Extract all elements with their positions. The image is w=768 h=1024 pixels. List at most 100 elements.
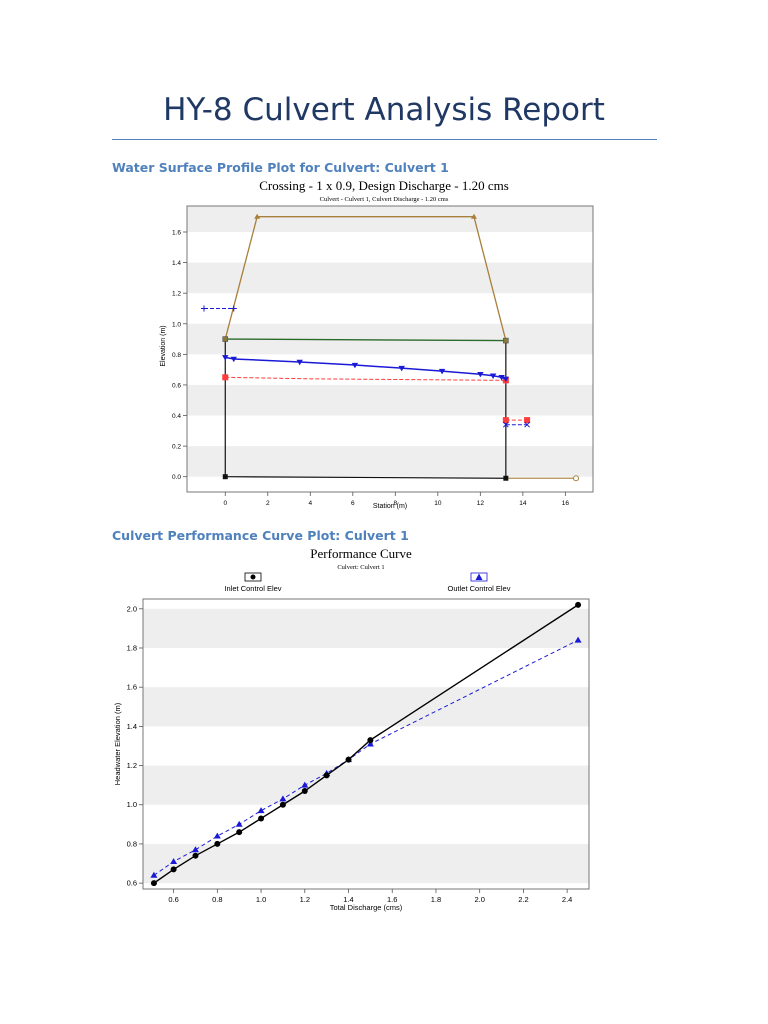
roadway-marker <box>470 213 477 219</box>
y-tick-label: 1.4 <box>172 260 181 267</box>
grid-band <box>187 262 593 294</box>
outlet-control-point <box>257 807 265 814</box>
y-tick-label: 0.8 <box>127 839 137 848</box>
legend-outlet-marker <box>475 573 483 580</box>
inlet-control-point <box>301 788 308 795</box>
water-surface-marker <box>230 356 237 363</box>
water-surface-marker <box>351 362 359 369</box>
y-tick-label: 2.0 <box>127 604 137 613</box>
headwater-marker <box>201 305 208 312</box>
y-tick-label: 0.2 <box>172 444 181 451</box>
outlet-control-point <box>235 820 243 827</box>
y-tick-label: 1.6 <box>172 230 181 237</box>
inlet-control-point <box>150 880 157 887</box>
water-surface-marker <box>296 359 303 366</box>
x-tick-label: 2.4 <box>562 895 572 904</box>
profile-chart-subtitle: Culvert - Culvert 1, Culvert Discharge -… <box>320 196 449 203</box>
culvert-invert-marker <box>222 474 228 480</box>
y-tick-label: 1.0 <box>172 321 181 328</box>
roadway-line <box>224 216 507 341</box>
x-tick-label: 1.8 <box>431 895 441 904</box>
report-title: HY-8 Culvert Analysis Report <box>163 92 605 128</box>
grid-band <box>143 687 589 727</box>
water-surface-line <box>225 356 507 380</box>
outlet-critical-marker <box>502 417 509 424</box>
water-surface-marker <box>477 371 484 378</box>
tailwater-marker <box>502 421 509 428</box>
roadway-marker <box>254 213 261 219</box>
water-surface-marker <box>498 375 505 381</box>
tailwater-marker <box>524 421 530 428</box>
water-surface-marker <box>222 355 229 361</box>
water-surface-profile-chart: Crossing - 1 x 0.9, Design Discharge - 1… <box>160 178 594 510</box>
outlet-control-line <box>153 639 579 876</box>
x-tick-label: 0.6 <box>168 895 178 904</box>
inlet-control-point <box>575 601 582 608</box>
culvert-crown-marker <box>503 337 509 344</box>
water-surface-marker <box>489 373 497 379</box>
x-tick-label: 4 <box>308 500 312 507</box>
x-tick-label: 6 <box>351 500 355 507</box>
y-tick-label: 0.4 <box>172 413 181 420</box>
inlet-control-point <box>192 852 199 859</box>
y-tick-label: 0.0 <box>172 474 181 481</box>
x-tick-label: 1.0 <box>256 895 266 904</box>
title-rule <box>112 139 657 140</box>
x-tick-label: 16 <box>562 500 570 507</box>
x-tick-label: 1.2 <box>300 895 310 904</box>
y-tick-label: 0.6 <box>127 879 137 888</box>
water-surface-marker <box>502 376 510 383</box>
grid-band <box>143 608 589 648</box>
culvert-crown-marker <box>222 336 229 342</box>
water-surface-marker <box>398 365 405 372</box>
outlet-control-point <box>574 636 582 643</box>
outlet-control-point <box>366 740 374 747</box>
performance-curve-chart: Performance Curve Culvert: Culvert 1 Inl… <box>113 546 590 912</box>
inlet-control-point <box>236 829 243 836</box>
x-tick-label: 14 <box>519 500 527 507</box>
x-tick-label: 8 <box>394 500 398 507</box>
outlet-control-point <box>170 858 178 865</box>
profile-section-heading: Water Surface Profile Plot for Culvert: … <box>112 160 449 175</box>
x-tick-label: 1.6 <box>387 895 397 904</box>
legend-inlet: Inlet Control Elev <box>224 572 282 593</box>
inlet-control-line <box>153 604 579 884</box>
grid-band <box>143 765 589 805</box>
outlet-control-point <box>191 846 199 853</box>
y-tick-label: 1.8 <box>127 643 137 652</box>
x-tick-label: 2.2 <box>518 895 528 904</box>
inlet-control-point <box>279 801 286 808</box>
outlet-control-point <box>279 795 287 802</box>
outlet-control-point <box>213 832 221 839</box>
performance-x-axis-label: Total Discharge (cms) <box>330 903 403 912</box>
performance-chart-title: Performance Curve <box>310 546 412 561</box>
y-tick-label: 0.8 <box>172 352 181 359</box>
outlet-critical-marker <box>524 417 531 424</box>
critical-depth-marker <box>222 374 229 381</box>
culvert-top-line <box>225 338 506 342</box>
downstream-channel-end-marker <box>572 475 579 482</box>
legend-outlet: Outlet Control Elev <box>448 572 511 593</box>
grid-band <box>187 446 593 477</box>
inlet-control-point <box>367 737 374 744</box>
inlet-control-point <box>258 815 265 822</box>
x-tick-label: 1.4 <box>343 895 353 904</box>
profile-plot-frame <box>186 205 594 493</box>
performance-chart-subtitle: Culvert: Culvert 1 <box>337 564 384 571</box>
grid-band <box>187 206 593 232</box>
legend-inlet-marker <box>250 574 256 580</box>
water-surface-marker <box>438 368 446 375</box>
grid-band <box>187 384 593 416</box>
outlet-control-point <box>301 781 309 788</box>
profile-x-axis-label: Station (m) <box>373 503 407 510</box>
inlet-control-point <box>214 840 221 847</box>
performance-y-axis-label: Headwater Elevation (m) <box>113 702 122 785</box>
profile-chart-title: Crossing - 1 x 0.9, Design Discharge - 1… <box>259 178 509 193</box>
inlet-control-point <box>170 866 177 873</box>
culvert-invert-marker <box>503 475 509 481</box>
legend-inlet-label: Inlet Control Elev <box>224 584 281 593</box>
performance-section-heading: Culvert Performance Curve Plot: Culvert … <box>112 528 409 543</box>
y-tick-label: 1.6 <box>127 683 137 692</box>
headwater-marker <box>230 305 237 312</box>
legend-outlet-label: Outlet Control Elev <box>448 584 511 593</box>
